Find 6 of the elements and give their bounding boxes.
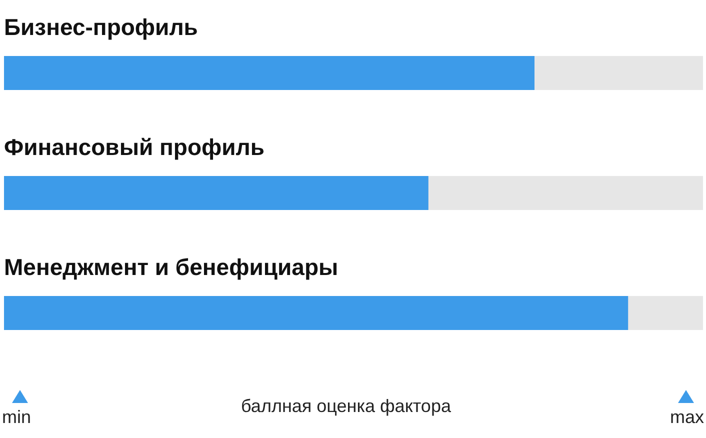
- y-tick-label: Финансовый профиль: [4, 134, 265, 160]
- text: min: [2, 407, 32, 428]
- text: max: [670, 407, 704, 428]
- x-axis-title: баллная оценка фактора: [241, 396, 451, 416]
- y-tick-label: Менеджмент и бенефициары: [4, 254, 338, 280]
- y-tick-label: Бизнес-профиль: [4, 14, 198, 40]
